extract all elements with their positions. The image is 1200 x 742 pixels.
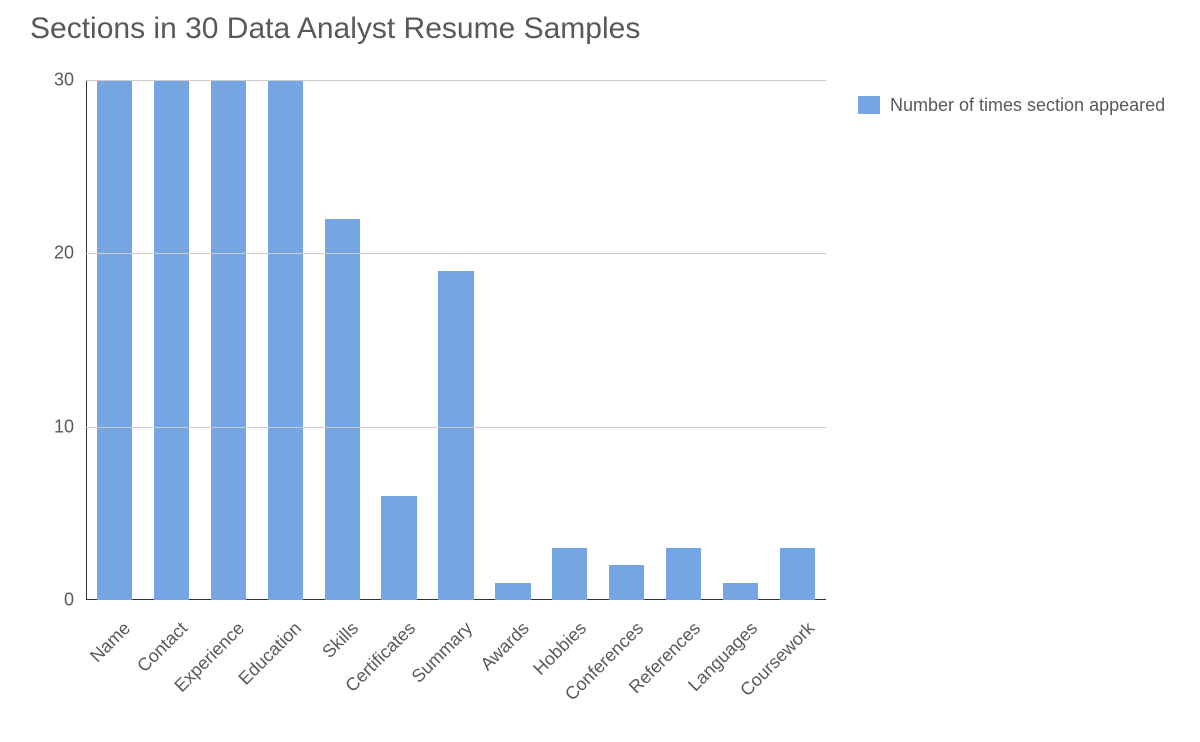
bar bbox=[268, 80, 303, 600]
bar bbox=[495, 583, 530, 600]
bars-group bbox=[86, 80, 826, 600]
bar bbox=[552, 548, 587, 600]
plot-area: 0102030 bbox=[86, 80, 826, 600]
bar bbox=[325, 219, 360, 600]
chart-title: Sections in 30 Data Analyst Resume Sampl… bbox=[30, 12, 640, 46]
legend-label: Number of times section appeared bbox=[890, 94, 1165, 117]
bar bbox=[666, 548, 701, 600]
legend: Number of times section appeared bbox=[858, 94, 1188, 117]
bar bbox=[97, 80, 132, 600]
grid-line bbox=[86, 253, 826, 254]
x-tick-label: Summary bbox=[408, 618, 477, 687]
bar bbox=[154, 80, 189, 600]
bar bbox=[609, 565, 644, 600]
y-tick-label: 10 bbox=[54, 416, 74, 437]
x-tick-label: Skills bbox=[318, 618, 363, 663]
grid-line bbox=[86, 427, 826, 428]
y-tick-label: 0 bbox=[64, 590, 74, 611]
x-labels-group: NameContactExperienceEducationSkillsCert… bbox=[86, 608, 826, 738]
x-tick-label: Name bbox=[87, 618, 136, 667]
bar bbox=[723, 583, 758, 600]
y-tick-label: 30 bbox=[54, 70, 74, 91]
y-tick-label: 20 bbox=[54, 243, 74, 264]
chart-container: Sections in 30 Data Analyst Resume Sampl… bbox=[0, 0, 1200, 742]
bar bbox=[438, 271, 473, 600]
x-tick-label: Awards bbox=[477, 618, 534, 675]
grid-line bbox=[86, 80, 826, 81]
bar bbox=[381, 496, 416, 600]
bar bbox=[211, 80, 246, 600]
legend-swatch bbox=[858, 96, 880, 114]
bar bbox=[780, 548, 815, 600]
